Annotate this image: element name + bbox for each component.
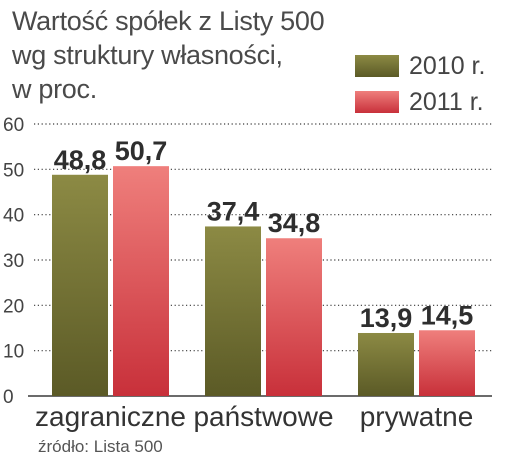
chart-title: Wartość spółek z Listy 500 wg struktury … (12, 6, 325, 104)
value-label-zagraniczne-2011: 50,7 (115, 136, 168, 166)
value-label-zagraniczne-2010: 48,8 (54, 145, 107, 175)
y-tick-label-50: 50 (3, 160, 24, 181)
value-label-pastwowe-2010: 37,4 (207, 196, 260, 226)
legend-swatch-2011 (355, 91, 399, 113)
legend-label-2010: 2010 r. (409, 51, 486, 80)
y-tick-label-30: 30 (3, 251, 24, 272)
legend-swatch-2010 (355, 55, 399, 77)
bar-pastwowe-2011 (266, 238, 322, 396)
legend-item-2010: 2010 r. (355, 51, 485, 81)
legend-label-2011: 2011 r. (409, 87, 484, 116)
bar-prywatne-2010 (358, 332, 414, 396)
y-tick-label-0: 0 (3, 387, 14, 408)
source-note: źródło: Lista 500 (38, 437, 163, 456)
y-tick-label-40: 40 (3, 206, 24, 227)
bar-zagraniczne-2010 (52, 174, 108, 396)
bar-prywatne-2011 (419, 330, 475, 396)
value-label-prywatne-2010: 13,9 (360, 303, 413, 333)
value-label-pastwowe-2011: 34,8 (268, 208, 321, 238)
legend-item-2011: 2011 r. (355, 87, 484, 117)
category-label-prywatne: prywatne (360, 401, 474, 432)
category-label-zagraniczne: zagraniczne (35, 401, 186, 432)
bar-zagraniczne-2011 (113, 166, 169, 396)
y-tick-label-10: 10 (3, 342, 24, 363)
value-label-prywatne-2011: 14,5 (421, 300, 474, 330)
y-tick-label-20: 20 (3, 296, 24, 317)
y-tick-label-60: 60 (3, 115, 24, 136)
bar-pastwowe-2010 (205, 226, 261, 396)
category-label-pastwowe: państwowe (193, 401, 333, 432)
